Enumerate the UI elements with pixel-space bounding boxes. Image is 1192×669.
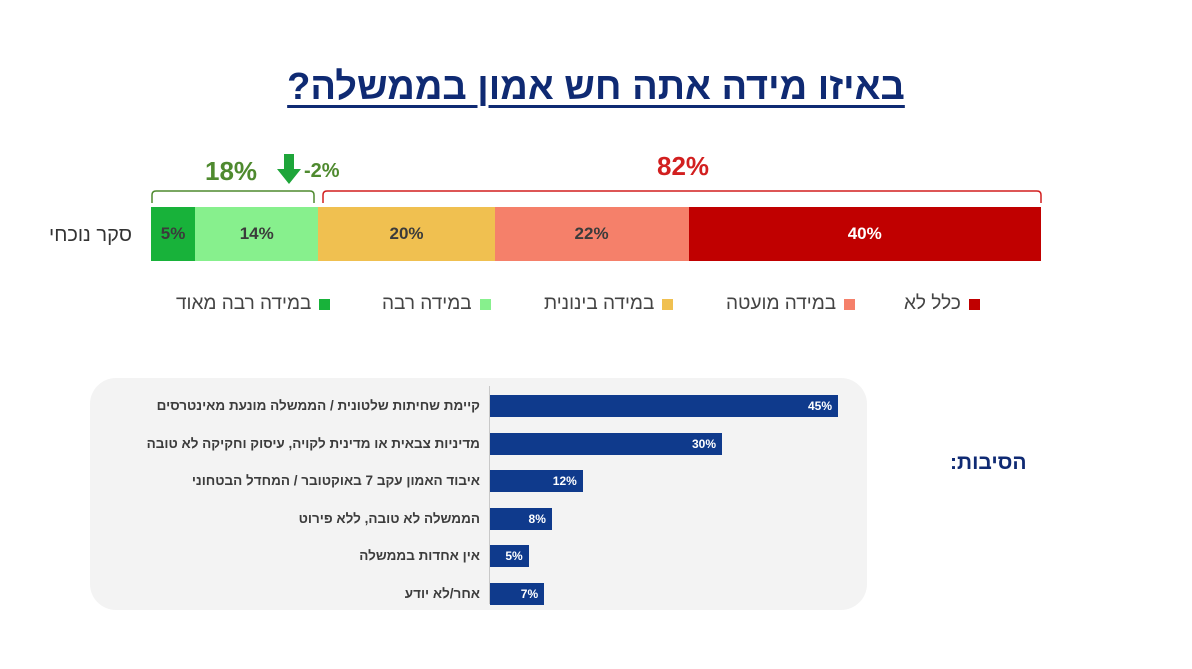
reason-bar-label: 30% [691,436,716,451]
reason-label: מדיניות צבאית או מדינית לקויה, עיסוק וחק… [146,435,480,451]
bar-segment-label: 22% [574,224,609,243]
bar-segment: 20% [318,207,495,261]
bar-segment: 40% [688,207,1041,261]
bar-segment: 14% [195,207,319,261]
bar-segment-label: 40% [847,224,882,243]
reason-label: אין אחדות בממשלה [359,548,480,563]
bar-segment-label: 20% [389,224,424,243]
reason-bar-label: 12% [552,474,577,488]
agree-total-label: 18% [205,156,258,186]
legend-item: במידה מועטה [726,293,856,315]
reason-bar-label: 5% [505,549,523,563]
chart-title: באיזו מידה אתה חש אמון בממשלה? [287,66,905,108]
bar-segment-label: 5% [160,224,186,243]
reasons-title: הסיבות: [950,451,1027,474]
stacked-bar: 5% 14% 20% 22% 40% [151,207,1041,261]
legend-swatch [479,298,491,310]
agree-change-label: -2% [304,160,340,182]
reasons-axis [489,386,490,604]
legend-label: כלל לא [904,293,961,314]
reason-bar: 5% [490,545,529,567]
legend-label: במידה מועטה [726,293,837,314]
reason-label: קיימת שחיתות שלטונית / הממשלה מונעת מאינ… [156,398,480,413]
reason-label: הממשלה לא טובה, ללא פירוט [298,510,480,526]
reason-bar-label: 7% [520,586,539,601]
agree-bracket [151,190,315,203]
reason-label: אחר/לא יודע [404,585,480,601]
reason-bar: 8% [490,507,552,530]
disagree-total-label: 82% [657,151,710,181]
row-label: סקר נוכחי [49,224,132,246]
reason-label: איבוד האמון עקב 7 באוקטובר / המחדל הבטחו… [191,473,480,488]
bar-segment-label: 14% [239,224,274,243]
legend-label: במידה רבה מאוד [176,293,312,314]
bar-segment: 5% [151,207,196,261]
disagree-bracket [322,190,1042,203]
reason-bar: 12% [490,470,583,492]
legend-item: במידה רבה מאוד [176,293,331,315]
legend-item: כלל לא [904,293,980,315]
legend-swatch [319,298,331,310]
reason-bar: 45% [490,395,838,417]
legend-item: במידה רבה [382,293,491,315]
legend-label: במידה בינונית [544,293,655,314]
down-arrow-icon [277,154,301,184]
reason-bar-label: 8% [528,511,546,526]
legend-item: במידה בינונית [544,293,674,315]
reason-bar: 30% [490,432,722,455]
bar-segment: 22% [494,207,689,261]
reason-bar-label: 45% [807,399,832,413]
legend-swatch [844,298,856,310]
legend-swatch [662,298,674,310]
legend-swatch [968,298,980,310]
legend-label: במידה רבה [382,293,472,314]
reason-bar: 7% [490,582,545,605]
